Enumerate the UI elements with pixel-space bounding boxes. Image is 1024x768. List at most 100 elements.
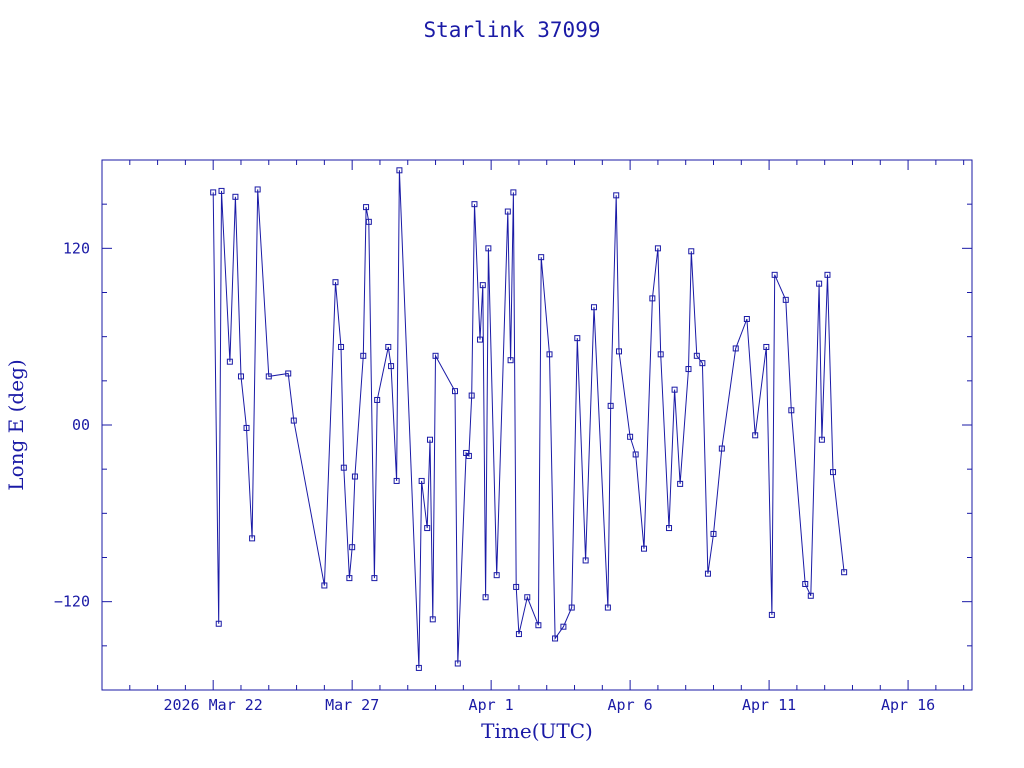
data-point [802, 581, 809, 587]
data-point [493, 572, 500, 579]
data-point [232, 193, 239, 200]
data-point [429, 616, 436, 623]
data-point [396, 167, 403, 174]
data-point [349, 544, 356, 551]
data-point [699, 360, 706, 367]
data-point [388, 363, 395, 370]
data-point [704, 570, 711, 577]
data-point [693, 352, 700, 359]
data-point [830, 469, 837, 476]
data-point [627, 433, 634, 440]
data-point [340, 464, 347, 471]
data-point [560, 623, 567, 630]
data-point [285, 370, 292, 377]
data-point [374, 396, 381, 403]
data-point [426, 436, 433, 443]
data-point [360, 352, 367, 359]
data-point [582, 557, 589, 564]
data-point [568, 604, 575, 611]
data-point [226, 358, 233, 365]
chart-title: Starlink 37099 [423, 18, 600, 42]
data-point [346, 575, 353, 582]
x-tick-label: Apr 16 [881, 696, 935, 714]
y-tick-label: 00 [72, 416, 90, 434]
data-point [590, 304, 597, 311]
y-axis-ticks: 120 00 −120 [54, 159, 972, 691]
data-point [210, 189, 217, 196]
data-point [424, 525, 431, 532]
y-axis-label: Long E (deg) [4, 359, 28, 490]
data-point [482, 594, 489, 601]
data-point [321, 582, 328, 589]
data-point [677, 480, 684, 487]
data-point [385, 343, 392, 350]
x-axis-label: Time(UTC) [481, 719, 593, 743]
data-point [604, 604, 611, 611]
data-point [538, 254, 545, 261]
data-point [841, 569, 848, 576]
data-point [613, 192, 620, 199]
data-point [752, 432, 759, 439]
data-point [415, 664, 422, 671]
series-markers [210, 167, 848, 671]
data-point [763, 343, 770, 350]
data-point [788, 407, 795, 414]
data-point [365, 218, 372, 225]
data-point [485, 245, 492, 252]
data-point [632, 451, 639, 458]
data-point [649, 295, 656, 302]
data-point [671, 386, 678, 393]
data-point [393, 477, 400, 484]
data-point [607, 402, 614, 409]
x-tick-label: Apr 11 [742, 696, 796, 714]
data-point [615, 348, 622, 355]
data-point [546, 351, 553, 358]
data-point [471, 201, 478, 208]
x-tick-label: Apr 1 [469, 696, 514, 714]
y-tick-label: −120 [54, 593, 90, 611]
series-trace [212, 170, 845, 668]
data-point [818, 436, 825, 443]
data-point [452, 388, 459, 395]
data-point [666, 525, 673, 532]
series-line [212, 170, 845, 668]
data-point [816, 280, 823, 287]
data-point [768, 611, 775, 618]
data-point [265, 373, 272, 380]
data-point [515, 631, 522, 638]
data-point [215, 620, 222, 627]
data-point [468, 392, 475, 399]
data-point [657, 351, 664, 358]
data-point [574, 335, 581, 342]
data-point [510, 189, 517, 196]
x-axis-ticks: 2026 Mar 22 Mar 27 Apr 1 Apr 6 Apr 11 Apr 16 [101, 160, 965, 714]
data-point [465, 452, 472, 459]
data-point [479, 282, 486, 289]
data-point [641, 545, 648, 552]
data-point [338, 343, 345, 350]
data-point [535, 622, 542, 629]
x-tick-label: Apr 6 [608, 696, 653, 714]
data-point [718, 445, 725, 452]
data-point [771, 271, 778, 278]
data-point [710, 530, 717, 537]
data-point [477, 336, 484, 343]
data-point [254, 186, 261, 193]
data-point [432, 352, 439, 359]
data-point [249, 535, 256, 542]
data-point [332, 279, 339, 286]
data-point [243, 424, 250, 431]
data-point [524, 594, 531, 601]
data-point [732, 345, 739, 352]
data-point [807, 592, 814, 599]
data-point [654, 245, 661, 252]
plot-frame [101, 159, 973, 691]
data-point [688, 248, 695, 255]
data-point [824, 271, 831, 278]
data-point [363, 204, 370, 211]
data-point [418, 477, 425, 484]
y-tick-label: 120 [63, 239, 90, 257]
data-point [371, 575, 378, 582]
data-point [290, 417, 297, 424]
